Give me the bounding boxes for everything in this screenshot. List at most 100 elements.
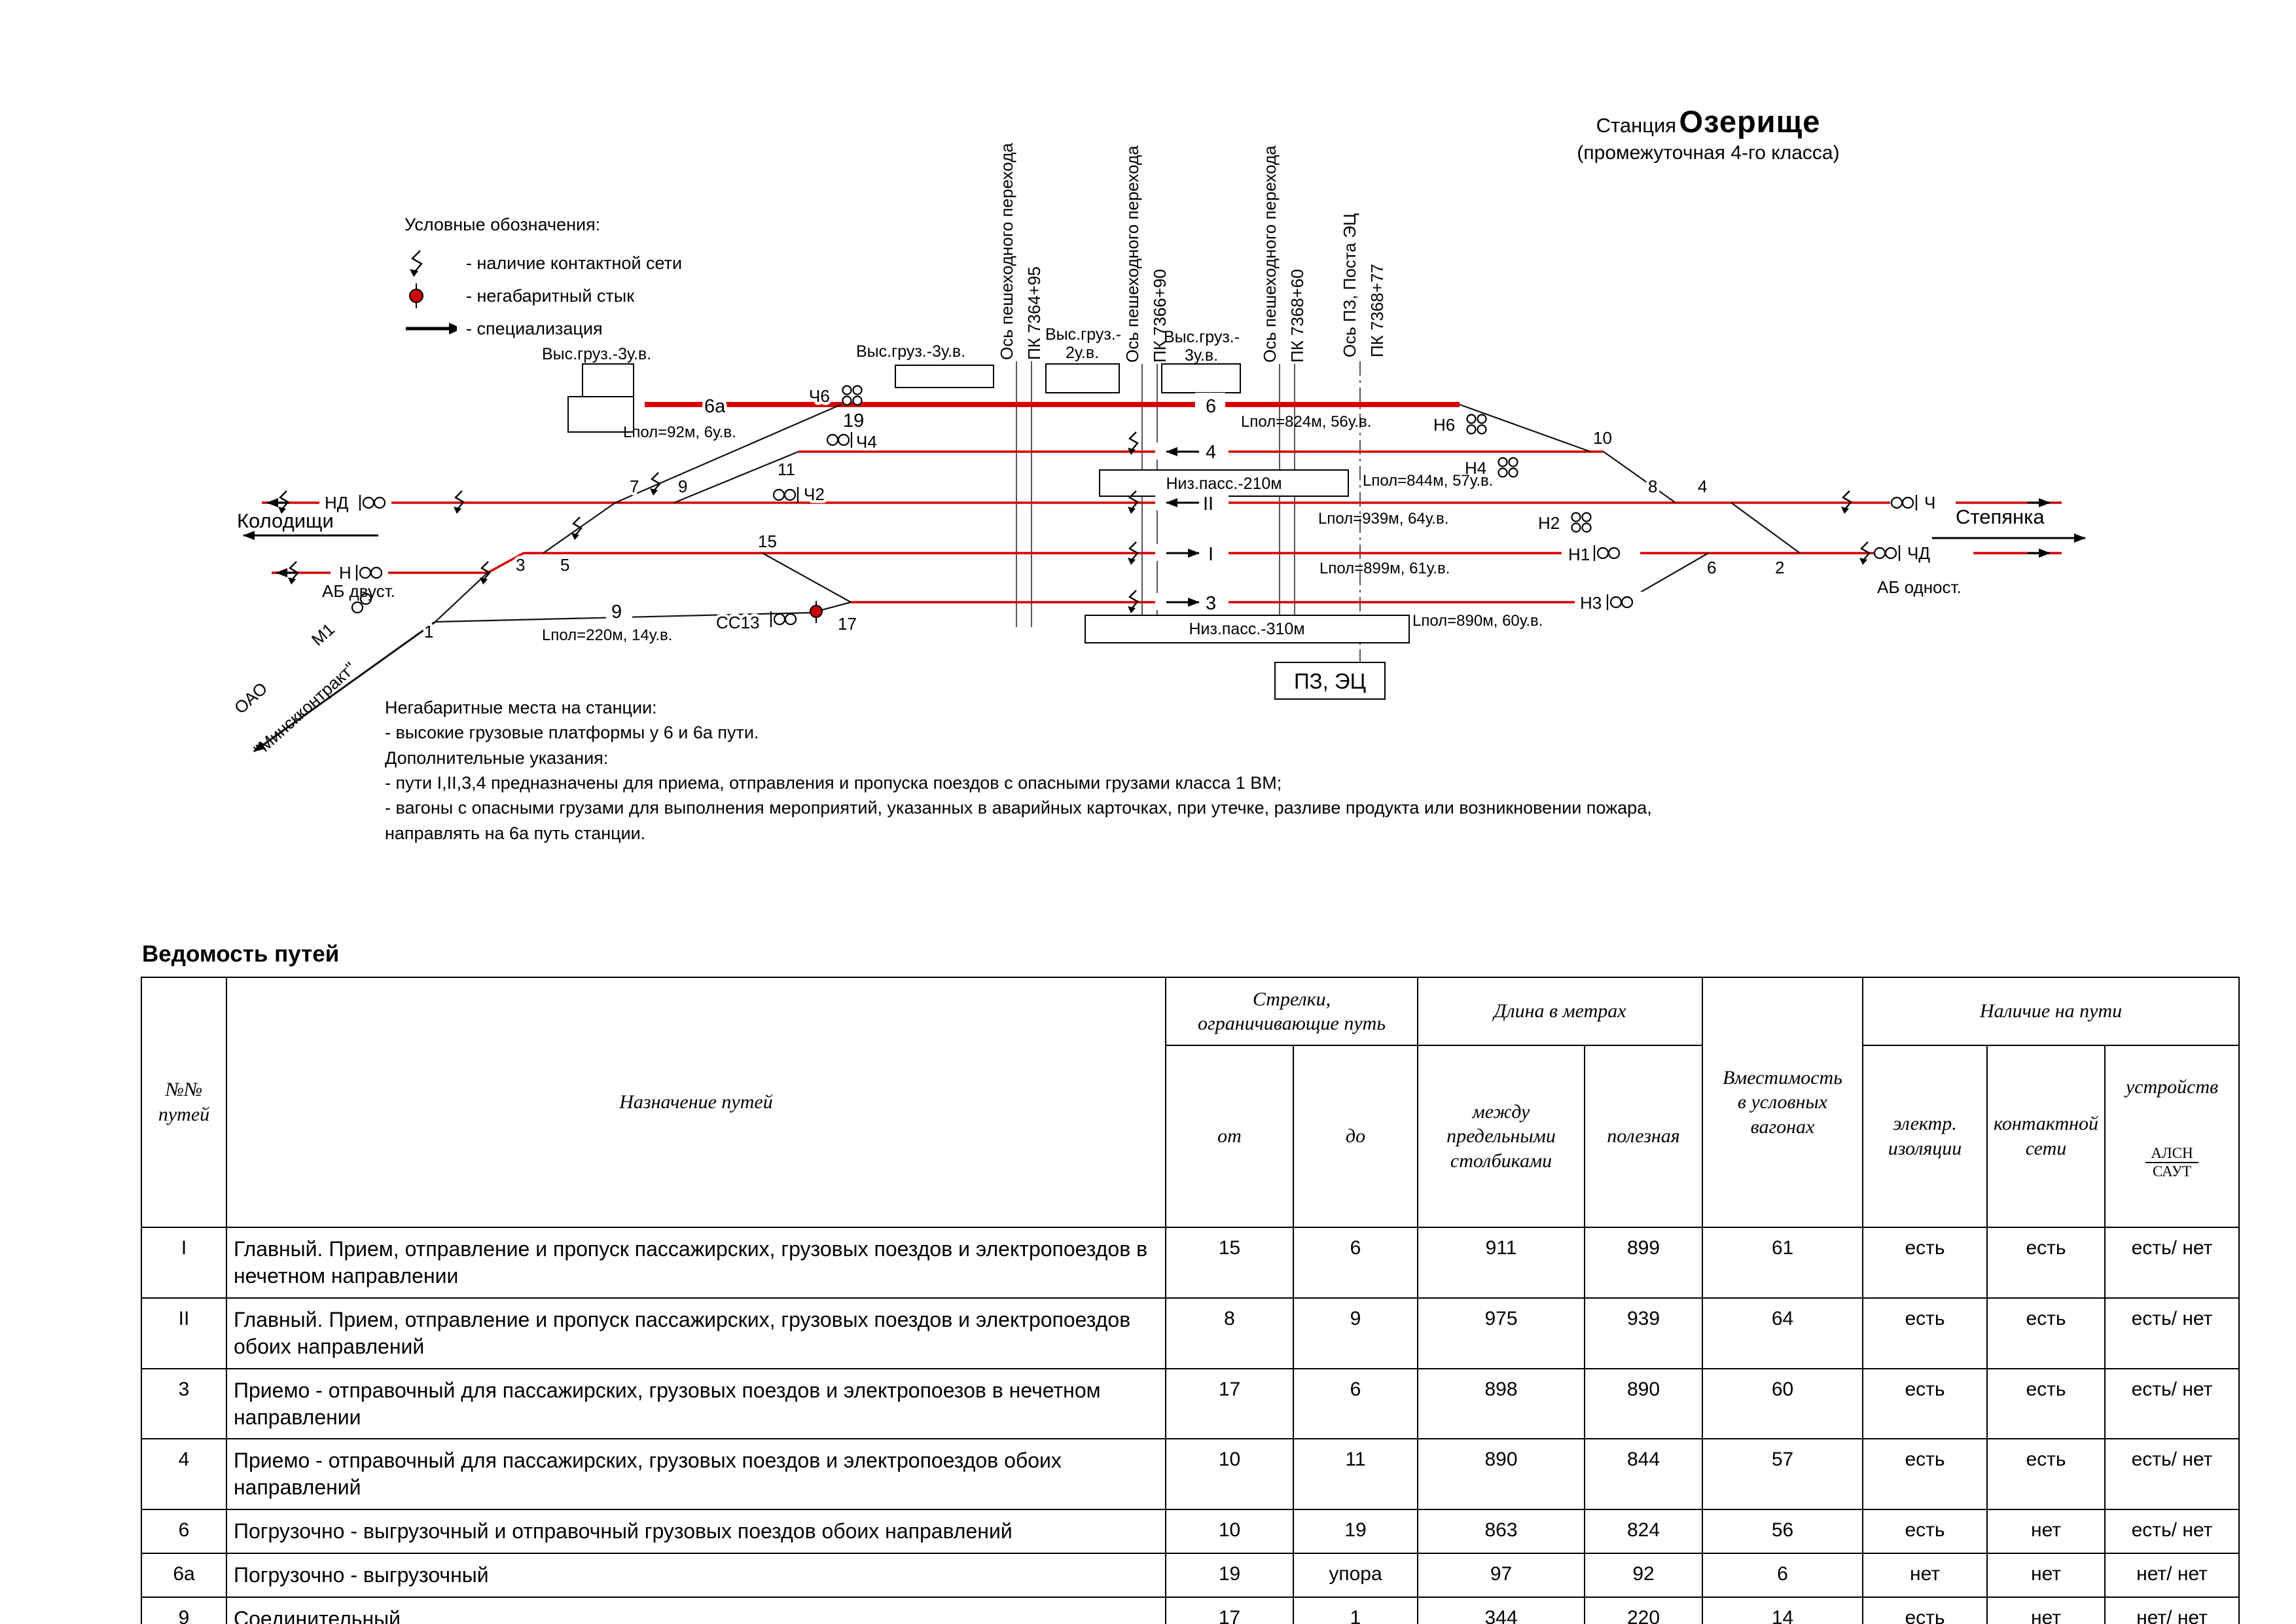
col-header-from: от (1165, 1045, 1294, 1228)
diagram-label: Lпол=844м, 57у.в. (1363, 472, 1493, 490)
track-table: №№ путей Назначение путей Стрелки, огран… (141, 977, 2240, 1624)
station-notes: Негабаритные места на станции: - высокие… (385, 698, 1652, 843)
diagram-label: 6 (1206, 396, 1216, 417)
cell-devices: есть/ нет (2104, 1226, 2240, 1299)
cell-capacity: 61 (1702, 1226, 1863, 1299)
station-track-diagram: Ось пешеходного перехода ПК 7364+95 Ось пе… (230, 143, 2086, 759)
diagram-label: Lпол=92м, 6у.в. (623, 424, 736, 441)
diagram-label: 17 (838, 614, 857, 634)
signal-n3-icon (1606, 594, 1634, 610)
cell-devices: нет/ нет (2104, 1553, 2240, 1598)
diagram-label: 2 (1775, 558, 1784, 577)
col-header-contact: контактной сети (1986, 1045, 2106, 1228)
diagram-label: Н4 (1465, 458, 1486, 478)
cell-purpose: Приемо - отправочный для пассажирских, г… (226, 1367, 1166, 1440)
signal-nd-icon (359, 495, 386, 511)
diagram-label: Выс.груз.-3у.в. (542, 345, 651, 363)
diagram-label: Ось пешеходного перехода (997, 143, 1016, 360)
diagram-label: НД (325, 493, 349, 513)
cell-from: 19 (1165, 1553, 1294, 1598)
diagram-label: М1 (308, 619, 338, 649)
oversize-joint-icon (404, 281, 457, 311)
diagram-label: ПК 7368+77 (1367, 264, 1387, 357)
station-title-name: Озерище (1679, 104, 1821, 139)
cell-purpose: Приемо - отправочный для пассажирских, г… (226, 1438, 1166, 1511)
track-table-block: Ведомость путей №№ путей Назначение путе… (141, 941, 2240, 1624)
cell-between: 863 (1417, 1509, 1585, 1555)
diagram-label: 9 (678, 477, 687, 496)
diagram-label: Ось ПЗ, Поста ЭЦ (1340, 213, 1359, 357)
cell-devices: есть/ нет (2104, 1297, 2240, 1369)
legend: Условные обозначения: - наличие контактн… (404, 215, 682, 345)
cell-from: 8 (1165, 1297, 1294, 1369)
legend-item: - негабаритный стык (404, 280, 682, 312)
group-header-switches: Стрелки, ограничивающие путь (1165, 977, 1418, 1046)
cell-contact: есть (1986, 1438, 2106, 1511)
col-header-insulation: электр. изоляции (1862, 1045, 1988, 1228)
cell-purpose: Погрузочно - выгрузочный и отправочный г… (226, 1509, 1166, 1555)
cell-num: 9 (141, 1597, 227, 1624)
cell-num: 6 (141, 1509, 227, 1555)
table-row: 6а Погрузочно - выгрузочный 19 упора 97 92 6 не… (141, 1553, 2240, 1598)
cell-num: I (141, 1226, 227, 1299)
diagram-label: ПК 7366+90 (1150, 269, 1170, 363)
cell-capacity: 6 (1702, 1553, 1863, 1598)
cell-to: 6 (1293, 1367, 1418, 1440)
cell-between: 890 (1417, 1438, 1585, 1511)
contact-wire-marks (277, 431, 1871, 615)
signal-n4-icon (1498, 457, 1518, 478)
diagram-label: Ось пешеходного перехода (1122, 145, 1142, 363)
diagram-label: 6а (704, 396, 726, 417)
signal-n2-icon (1571, 512, 1592, 533)
diagram-label: 7 (630, 477, 639, 496)
cell-purpose: Главный. Прием, отправление и пропуск па… (226, 1226, 1166, 1299)
diagram-label: Выс.груз.- (1045, 325, 1121, 344)
cell-useful: 844 (1584, 1438, 1703, 1511)
diagram-label: Н3 (1580, 593, 1602, 613)
table-row: 3 Приемо - отправочный для пассажирских, … (141, 1367, 2240, 1440)
signal-ch2-icon (772, 487, 799, 503)
legend-item: - специализация (404, 312, 682, 345)
cell-between: 344 (1417, 1597, 1585, 1624)
saut-label: САУТ (2152, 1163, 2192, 1180)
cell-to: 1 (1293, 1597, 1418, 1624)
signal-n-icon (355, 565, 383, 581)
cell-to: 6 (1293, 1226, 1418, 1299)
diagram-label: Lпол=899м, 61у.в. (1319, 560, 1450, 577)
diagram-label: ПК 7368+60 (1287, 269, 1307, 363)
cell-to: 11 (1293, 1438, 1418, 1511)
cell-num: 6а (141, 1553, 227, 1598)
platforms (567, 363, 1410, 700)
col-header-devices: устройств АЛСН САУТ (2104, 1045, 2240, 1228)
cell-between: 97 (1417, 1553, 1585, 1598)
diagram-label: Н6 (1433, 415, 1455, 435)
col-header-track-number: №№ путей (141, 977, 227, 1228)
legend-item: - наличие контактной сети (404, 247, 682, 280)
cell-from: 17 (1165, 1367, 1294, 1440)
diagram-label: Ч2 (804, 484, 825, 504)
cell-from: 10 (1165, 1438, 1294, 1511)
cell-contact: есть (1986, 1297, 2106, 1369)
industrial-branch-line (253, 621, 436, 753)
cell-useful: 899 (1584, 1226, 1703, 1299)
cell-useful: 92 (1584, 1553, 1703, 1598)
station-title-subtitle: (промежуточная 4-го класса) (1577, 142, 1840, 164)
table-title: Ведомость путей (142, 941, 340, 967)
cell-between: 975 (1417, 1297, 1585, 1369)
signal-ch-icon (1890, 495, 1918, 511)
specialization-arrow-icon (404, 321, 457, 336)
diagram-label: 5 (560, 555, 569, 575)
cell-useful: 939 (1584, 1297, 1703, 1369)
cell-from: 17 (1165, 1597, 1294, 1624)
legend-heading: Условные обозначения: (404, 215, 601, 234)
cell-useful: 220 (1584, 1597, 1703, 1624)
cell-from: 10 (1165, 1509, 1294, 1555)
diagram-label: Колодищи (237, 509, 334, 532)
cell-contact: нет (1986, 1553, 2106, 1598)
col-header-devices-label: устройств (2125, 1075, 2219, 1098)
cell-purpose: Главный. Прием, отправление и пропуск па… (226, 1297, 1166, 1369)
diagram-label: 9 (611, 602, 622, 623)
diagram-label: Степянка (1956, 505, 2045, 528)
group-header-length: Длина в метрах (1417, 977, 1703, 1046)
diagram-label: АБ двуст. (322, 581, 395, 601)
